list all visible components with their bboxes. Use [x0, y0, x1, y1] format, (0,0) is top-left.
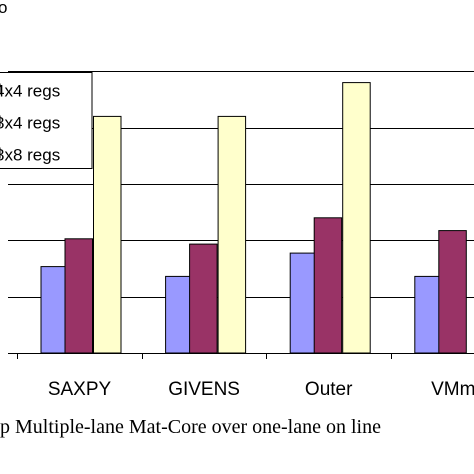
bar-4x4-regs-vmm — [414, 275, 443, 354]
bar-8x8-regs-givens — [217, 115, 247, 354]
x-axis-labels: MSAXPYGIVENSOuterVMm — [48, 379, 474, 400]
figure-caption: p Multiple-lane Mat-Core over one-lane o… — [0, 416, 381, 438]
legend: 4x4 regs 8x4 regs 8x8 regs — [0, 72, 93, 169]
bar-8x4-regs-outer — [313, 217, 343, 354]
bar-8x4-regs-saxpy — [64, 238, 93, 354]
bar-8x8-regs-saxpy — [93, 115, 122, 354]
bar-4x4-regs-givens — [165, 275, 194, 354]
x-label-outer: Outer — [305, 379, 353, 400]
x-axis-ticks — [17, 353, 392, 359]
bar-8x4-regs-vmm — [438, 230, 467, 354]
bar-8x8-regs-outer — [342, 82, 371, 354]
legend-box — [0, 72, 93, 169]
x-label-saxpy: SAXPY — [48, 379, 112, 400]
x-label-vmm: VMm — [431, 379, 474, 400]
legend-label-3: 8x8 regs — [0, 145, 60, 164]
bar-8x4-regs-givens — [189, 243, 218, 354]
bars — [40, 82, 467, 354]
bar-4x4-regs-saxpy — [40, 266, 69, 354]
top-edge-text: o — [0, 0, 7, 17]
x-label-givens: GIVENS — [168, 379, 240, 400]
legend-label-2: 8x4 regs — [0, 113, 60, 132]
bar-4x4-regs-outer — [289, 252, 319, 354]
legend-label-1: 4x4 regs — [0, 81, 60, 100]
